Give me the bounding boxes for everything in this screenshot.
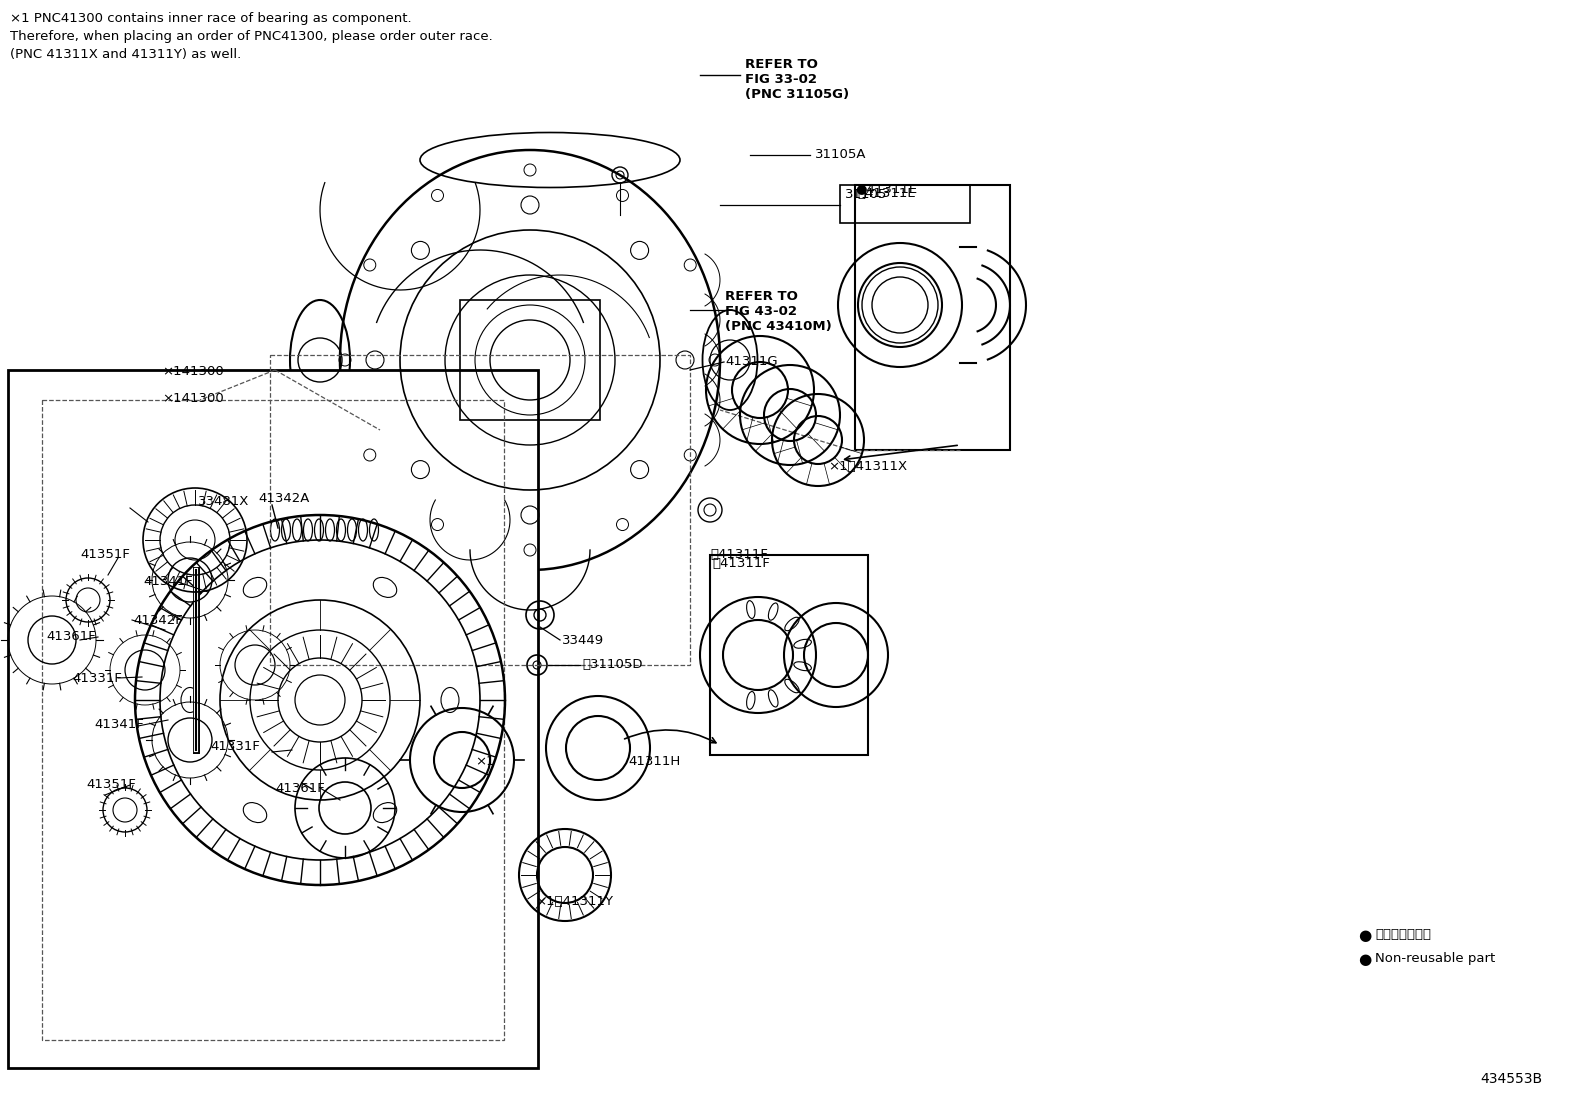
Text: 31105: 31105 bbox=[845, 188, 887, 201]
Text: (PNC 41311X and 41311Y) as well.: (PNC 41311X and 41311Y) as well. bbox=[10, 48, 242, 62]
Text: ×1: ×1 bbox=[474, 755, 495, 768]
Text: 再使用不可部品: 再使用不可部品 bbox=[1375, 928, 1431, 941]
Text: 41351F: 41351F bbox=[86, 778, 135, 791]
Text: 41311H: 41311H bbox=[627, 755, 680, 768]
Bar bbox=[41, 400, 505, 1040]
Text: Therefore, when placing an order of PNC41300, please order outer race.: Therefore, when placing an order of PNC4… bbox=[10, 30, 494, 43]
Text: 41331F: 41331F bbox=[72, 671, 123, 685]
Text: 33449: 33449 bbox=[562, 634, 603, 647]
Bar bbox=[8, 370, 538, 1068]
Text: FIG 43-02: FIG 43-02 bbox=[724, 306, 798, 318]
Text: (PNC 43410M): (PNC 43410M) bbox=[724, 320, 831, 333]
Text: 41311F: 41311F bbox=[712, 557, 771, 570]
Text: (PNC 31105G): (PNC 31105G) bbox=[745, 88, 849, 101]
Text: 31105A: 31105A bbox=[815, 148, 866, 160]
Text: 41342A: 41342A bbox=[258, 492, 309, 506]
Text: ×141300: ×141300 bbox=[162, 365, 224, 378]
Text: 33481X: 33481X bbox=[197, 495, 250, 508]
Text: ●: ● bbox=[1358, 952, 1371, 967]
Text: 41351F: 41351F bbox=[80, 548, 131, 560]
Text: Non-reusable part: Non-reusable part bbox=[1375, 952, 1495, 965]
Text: ●: ● bbox=[1358, 928, 1371, 943]
Text: ×141300: ×141300 bbox=[162, 392, 224, 406]
Text: ×1 PNC41300 contains inner race of bearing as component.: ×1 PNC41300 contains inner race of beari… bbox=[10, 12, 412, 25]
Text: ●41311E: ●41311E bbox=[855, 182, 917, 195]
Text: FIG 33-02: FIG 33-02 bbox=[745, 73, 817, 86]
Text: 41361F: 41361F bbox=[275, 782, 325, 795]
Text: 41311F: 41311F bbox=[710, 548, 767, 560]
Bar bbox=[710, 555, 868, 755]
Text: 41361F: 41361F bbox=[46, 630, 96, 643]
Text: ×141311Y: ×141311Y bbox=[535, 895, 613, 908]
Bar bbox=[855, 185, 1009, 449]
Text: REFER TO: REFER TO bbox=[745, 58, 818, 71]
Text: 41341F: 41341F bbox=[143, 575, 193, 588]
Text: REFER TO: REFER TO bbox=[724, 290, 798, 303]
Text: ×141311X: ×141311X bbox=[828, 460, 907, 473]
Text: 41331F: 41331F bbox=[210, 740, 259, 753]
Text: 31105D: 31105D bbox=[583, 658, 643, 671]
Bar bbox=[841, 185, 970, 223]
Text: 434553B: 434553B bbox=[1481, 1072, 1543, 1086]
Text: 41311G: 41311G bbox=[724, 355, 777, 368]
Bar bbox=[271, 355, 689, 665]
Bar bbox=[460, 300, 600, 420]
Text: 41311E: 41311E bbox=[856, 187, 915, 200]
Text: 41341F: 41341F bbox=[94, 718, 143, 731]
Text: 41342F: 41342F bbox=[134, 614, 183, 628]
